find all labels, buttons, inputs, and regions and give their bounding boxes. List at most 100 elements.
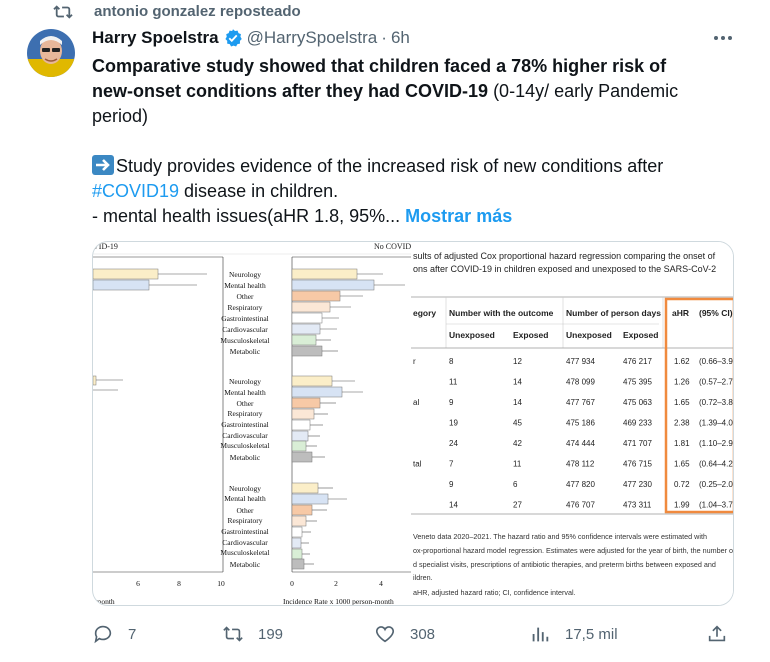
hashtag-link[interactable]: #COVID19 [92,181,180,201]
table-cell-pu: 477 934 [566,357,595,366]
label-neurology-3: Neurology [229,484,261,493]
left-xlabel: -month [93,597,115,606]
table-cell-ci: (1.10–2.9 [699,439,733,448]
table-cell-ahr: 1.26 [674,378,690,387]
table-cell-pe: 477 230 [623,480,652,489]
table-cell-ci: (0.25–2.0 [699,480,733,489]
table-cell-ahr: 0.72 [674,480,690,489]
right-xlabel: Incidence Rate x 1000 person-month [283,597,394,606]
label-mental-health-3: Mental health [224,494,266,503]
like-button[interactable]: 308 [374,622,435,646]
table-cell-ci: (0.64–4.2 [699,460,733,469]
sub-unexposed-2: Unexposed [566,330,612,340]
share-button[interactable] [706,622,728,646]
repost-text: antonio gonzalez reposteado [94,3,301,20]
label-musculoskeletal-3: Musculoskeletal [220,548,269,557]
chart-top-label-left: VID-19 [93,242,118,251]
table-cell-pu: 474 444 [566,439,595,448]
table-footnote-4: ildren. [413,573,433,582]
table-cell-ahr: 1.65 [674,460,690,469]
left-tick-8: 8 [177,579,181,588]
table-cell-u: 24 [449,439,458,448]
table-cell-ahr: 1.99 [674,501,690,510]
like-count: 308 [410,625,436,643]
right-bars-group-2 [291,375,343,463]
table-cell-ci: (1.39–4.0 [699,419,733,428]
author-name[interactable]: Harry Spoelstra [92,28,219,47]
label-other-2: Other [236,399,254,408]
table-cell-pe: 469 233 [623,419,652,428]
more-options-icon[interactable] [712,30,734,46]
show-more-link[interactable]: Mostrar más [405,206,513,226]
label-musculoskeletal-1: Musculoskeletal [220,336,269,345]
label-mental-health-2: Mental health [224,388,266,397]
tweet-timestamp[interactable]: 6h [390,28,410,47]
label-respiratory-3: Respiratory [228,516,263,525]
views-count: 17,5 mil [565,625,618,643]
table-cell-e: 11 [513,460,522,469]
left-bars-group-1 [93,268,207,291]
table-cell-pu: 478 112 [566,460,595,469]
table-cell-u: 14 [449,501,458,510]
table-cell-pu: 475 186 [566,419,595,428]
table-cell-ahr: 2.38 [674,419,690,428]
repost-button[interactable]: 199 [222,622,283,646]
action-bar: 7 199 308 17,5 mil [0,622,770,646]
table-cell-u: 19 [449,419,458,428]
tweet-line-2-bold: new-onset conditions after they had COVI… [92,81,489,101]
label-metabolic-1: Metabolic [230,347,261,356]
label-gastrointestinal-1: Gastrointestinal [221,314,269,323]
tweet-line-3: period) [92,106,149,126]
table-cell-e: 14 [513,378,522,387]
author-handle[interactable]: @HarrySpoelstra [246,28,378,47]
right-tick-0: 0 [290,579,294,588]
label-cardiovascular-3: Cardiovascular [222,538,268,547]
table-cell-pe: 476 715 [623,460,652,469]
tweet-line-4: Study provides evidence of the increased… [116,156,664,176]
table-cell-u: 7 [449,460,454,469]
table-cell-e: 14 [513,398,522,407]
table-cell-u: 9 [449,480,454,489]
label-neurology-2: Neurology [229,377,261,386]
ahr-highlight-box [664,297,733,514]
avatar[interactable] [27,29,75,77]
media-image[interactable]: VID-19 No COVID Neurology Mental health … [92,241,734,606]
views-chart-icon [532,627,549,642]
table-cell-u: 8 [449,357,454,366]
table-cell-pe: 476 217 [623,357,652,366]
header-ci: (95% CI) [699,308,733,318]
right-bars-group-3 [291,482,329,570]
right-tick-2: 2 [334,579,338,588]
table-cell-pe: 471 707 [623,439,652,448]
tweet-line-1: Comparative study showed that children f… [92,56,667,76]
label-gastrointestinal-2: Gastrointestinal [221,420,269,429]
label-cardiovascular-2: Cardiovascular [222,431,268,440]
reply-count: 7 [128,625,137,643]
label-mental-health-1: Mental health [224,281,266,290]
heart-icon [375,626,395,643]
table-cell-pu: 476 707 [566,501,595,510]
table-cell-e: 12 [513,357,522,366]
reply-icon [94,625,112,644]
repost-count: 199 [258,625,284,643]
reply-button[interactable]: 7 [92,622,136,646]
table-footnote-5: aHR, adjusted hazard ratio; CI, confiden… [413,588,576,597]
label-cardiovascular-1: Cardiovascular [222,325,268,334]
table-caption-line-2: ons after COVID-19 in children exposed a… [413,264,716,274]
views-button[interactable]: 17,5 mil [529,622,618,646]
table-cell-ahr: 1.62 [674,357,690,366]
header-category: egory [413,308,436,318]
table-cell-cat: al [413,398,419,407]
table-cell-ci: (0.72–3.8 [699,398,733,407]
repost-action-icon [223,626,243,642]
tweet-line-6: - mental health issues(aHR 1.8, 95%... [92,206,401,226]
header-person-days: Number of person days [566,308,661,318]
label-metabolic-2: Metabolic [230,453,261,462]
label-other-3: Other [236,506,254,515]
share-icon [708,625,726,642]
tweet-text: Comparative study showed that children f… [92,54,732,229]
table-footnote-2: ox-proportional hazard model regression.… [413,546,734,555]
right-tick-4: 4 [379,579,383,588]
table-cell-cat: r [413,357,416,366]
table-cell-pe: 475 063 [623,398,652,407]
